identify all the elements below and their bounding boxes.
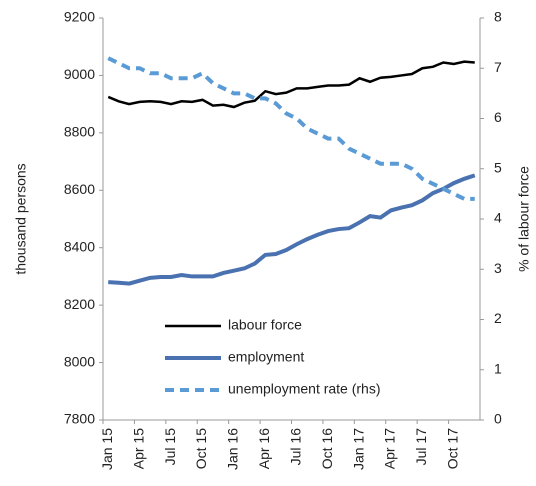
legend-label: unemployment rate (rhs): [228, 381, 381, 397]
y-tick-label: 9000: [64, 66, 95, 82]
x-tick-label: Oct 16: [319, 428, 335, 469]
y-tick-label: 8600: [64, 181, 95, 197]
y-axis-label: thousand persons: [13, 163, 29, 274]
x-tick-label: Oct 15: [193, 428, 209, 469]
y2-tick-label: 7: [494, 59, 502, 75]
y2-tick-label: 6: [494, 109, 502, 125]
x-tick-label: Oct 17: [445, 428, 461, 469]
x-tick-label: Jan 17: [350, 428, 366, 470]
y2-tick-label: 4: [494, 210, 502, 226]
x-tick-label: Jan 15: [99, 428, 115, 470]
y2-tick-label: 8: [494, 9, 502, 25]
x-tick-label: Jan 16: [225, 428, 241, 470]
y2-tick-label: 2: [494, 310, 502, 326]
y-tick-label: 8200: [64, 296, 95, 312]
x-tick-label: Jul 16: [287, 428, 303, 466]
y2-tick-label: 1: [494, 360, 502, 376]
x-tick-label: Apr 17: [382, 428, 398, 469]
y-tick-label: 8000: [64, 353, 95, 369]
legend-label: employment: [228, 349, 304, 365]
x-tick-label: Jul 17: [413, 428, 429, 466]
y-tick-label: 7800: [64, 411, 95, 427]
y2-axis-label: % of labour force: [516, 166, 532, 272]
series-line: [107, 60, 475, 109]
y-tick-label: 9200: [64, 9, 95, 25]
series-line: [108, 173, 476, 286]
y-tick-label: 8800: [64, 124, 95, 140]
y2-tick-label: 5: [494, 159, 502, 175]
series-line: [107, 56, 475, 201]
y2-tick-label: 3: [494, 260, 502, 276]
y-tick-label: 8400: [64, 238, 95, 254]
x-tick-label: Jul 15: [162, 428, 178, 466]
x-tick-label: Apr 15: [130, 428, 146, 469]
x-tick-label: Apr 16: [256, 428, 272, 469]
legend-label: labour force: [228, 317, 302, 333]
y2-tick-label: 0: [494, 411, 502, 427]
